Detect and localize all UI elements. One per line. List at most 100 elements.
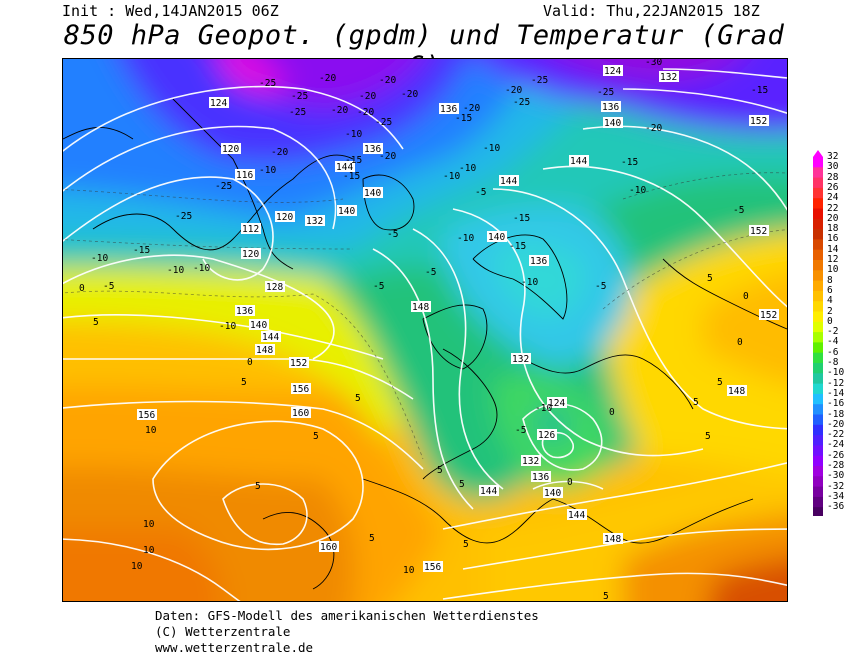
svg-text:126: 126	[538, 430, 555, 441]
legend-swatch	[813, 507, 823, 516]
geopotential-label: 132	[521, 455, 541, 467]
temperature-label: -10	[521, 277, 538, 288]
temperature-label: 5	[603, 591, 609, 601]
temperature-label: 5	[313, 431, 319, 442]
geopotential-label: 128	[265, 281, 285, 293]
coastlines	[63, 98, 787, 590]
legend-swatch	[813, 476, 823, 487]
temperature-label: -15	[621, 157, 638, 168]
svg-text:132: 132	[660, 72, 677, 83]
geopotential-label: 136	[439, 103, 459, 115]
svg-text:156: 156	[424, 562, 441, 573]
temperature-label: 0	[79, 283, 85, 294]
geopotential-label: 124	[603, 65, 623, 77]
legend-label: 16	[827, 233, 839, 245]
legend-label: -20	[827, 418, 845, 430]
temperature-label: -10	[193, 263, 210, 274]
temperature-label: 10	[145, 425, 157, 436]
svg-text:144: 144	[570, 156, 587, 167]
svg-text:136: 136	[440, 104, 457, 115]
temperature-label: 0	[247, 357, 253, 368]
temperature-label: 10	[143, 519, 155, 530]
legend-swatch	[813, 352, 823, 364]
footer-website-link[interactable]: www.wetterzentrale.de	[155, 640, 314, 655]
geopotential-label: 144	[569, 155, 589, 167]
legend-label: 6	[827, 284, 833, 296]
legend-swatch	[813, 311, 823, 323]
legend-swatch	[813, 342, 823, 354]
svg-text:144: 144	[480, 486, 497, 497]
temperature-field	[63, 59, 787, 601]
temperature-label: -10	[459, 163, 476, 174]
weather-map: 124 120 116 112 120 120 128 136 140 144 …	[62, 58, 788, 602]
temperature-label: -10	[443, 171, 460, 182]
weather-map-canvas: 124 120 116 112 120 120 128 136 140 144 …	[63, 59, 787, 601]
geopotential-label: 140	[487, 231, 507, 243]
legend-swatch	[813, 290, 823, 302]
geopotential-label: 144	[479, 485, 499, 497]
legend-label: 30	[827, 161, 839, 173]
legend-label: -10	[827, 367, 845, 379]
temperature-label: 5	[717, 377, 723, 388]
geopotential-label: 144	[335, 161, 355, 173]
legend-swatch	[813, 466, 823, 477]
temperature-label: -15	[509, 241, 526, 252]
temperature-label: 0	[609, 407, 615, 418]
svg-text:140: 140	[338, 206, 355, 217]
temperature-label: 5	[707, 273, 713, 284]
temperature-label: -5	[475, 187, 486, 198]
temperature-label: -5	[373, 281, 384, 292]
geopotential-label: 152	[749, 225, 769, 237]
legend-swatch	[813, 363, 823, 374]
temperature-label: -15	[513, 213, 530, 224]
legend-swatch	[813, 301, 823, 312]
temperature-label: 5	[693, 397, 699, 408]
temperature-label: -20	[379, 151, 396, 162]
legend-label: -4	[827, 336, 839, 348]
temperature-label: -10	[535, 403, 552, 414]
temperature-label: 10	[143, 545, 155, 556]
geopotential-label: 160	[319, 541, 339, 553]
footer-copyright: (C) Wetterzentrale	[155, 624, 291, 639]
legend-label: -12	[827, 377, 845, 389]
legend-swatch	[813, 229, 823, 240]
svg-text:156: 156	[138, 410, 155, 421]
svg-text:160: 160	[292, 408, 309, 419]
temperature-label: -10	[345, 129, 362, 140]
geopotential-label: 148	[255, 344, 275, 356]
geopotential-label: 126	[537, 429, 557, 441]
legend-label: 26	[827, 181, 839, 193]
temperature-label: -20	[463, 103, 480, 114]
legend-swatch	[813, 332, 823, 343]
geopotential-label: 116	[235, 169, 255, 181]
svg-text:120: 120	[242, 249, 259, 260]
temperature-label: -20	[505, 85, 522, 96]
legend-swatch	[813, 260, 823, 271]
svg-text:112: 112	[242, 224, 259, 235]
svg-text:144: 144	[568, 510, 585, 521]
geopotential-label: 136	[531, 471, 551, 483]
temperature-label: 5	[459, 479, 465, 490]
legend-swatch	[813, 167, 823, 178]
legend-swatch	[813, 496, 823, 508]
geopotential-label: 132	[511, 353, 531, 365]
legend-label: -24	[827, 439, 845, 451]
svg-text:144: 144	[336, 162, 353, 173]
geopotential-label: 140	[363, 187, 383, 199]
legend-label: -18	[827, 408, 845, 420]
temperature-label: -10	[91, 253, 108, 264]
svg-text:140: 140	[544, 488, 561, 499]
svg-text:120: 120	[222, 144, 239, 155]
temperature-label: -20	[357, 107, 374, 118]
svg-text:156: 156	[292, 384, 309, 395]
geopotential-label: 152	[289, 357, 309, 369]
temperature-label: 5	[463, 539, 469, 550]
legend-swatch	[813, 208, 823, 220]
temperature-label: -25	[259, 78, 276, 89]
geopotential-label: 148	[727, 385, 747, 397]
geopotential-label: 156	[423, 561, 443, 573]
svg-text:152: 152	[290, 358, 307, 369]
temperature-label: 5	[369, 533, 375, 544]
geopotential-label: 120	[275, 211, 295, 223]
svg-text:144: 144	[500, 176, 517, 187]
